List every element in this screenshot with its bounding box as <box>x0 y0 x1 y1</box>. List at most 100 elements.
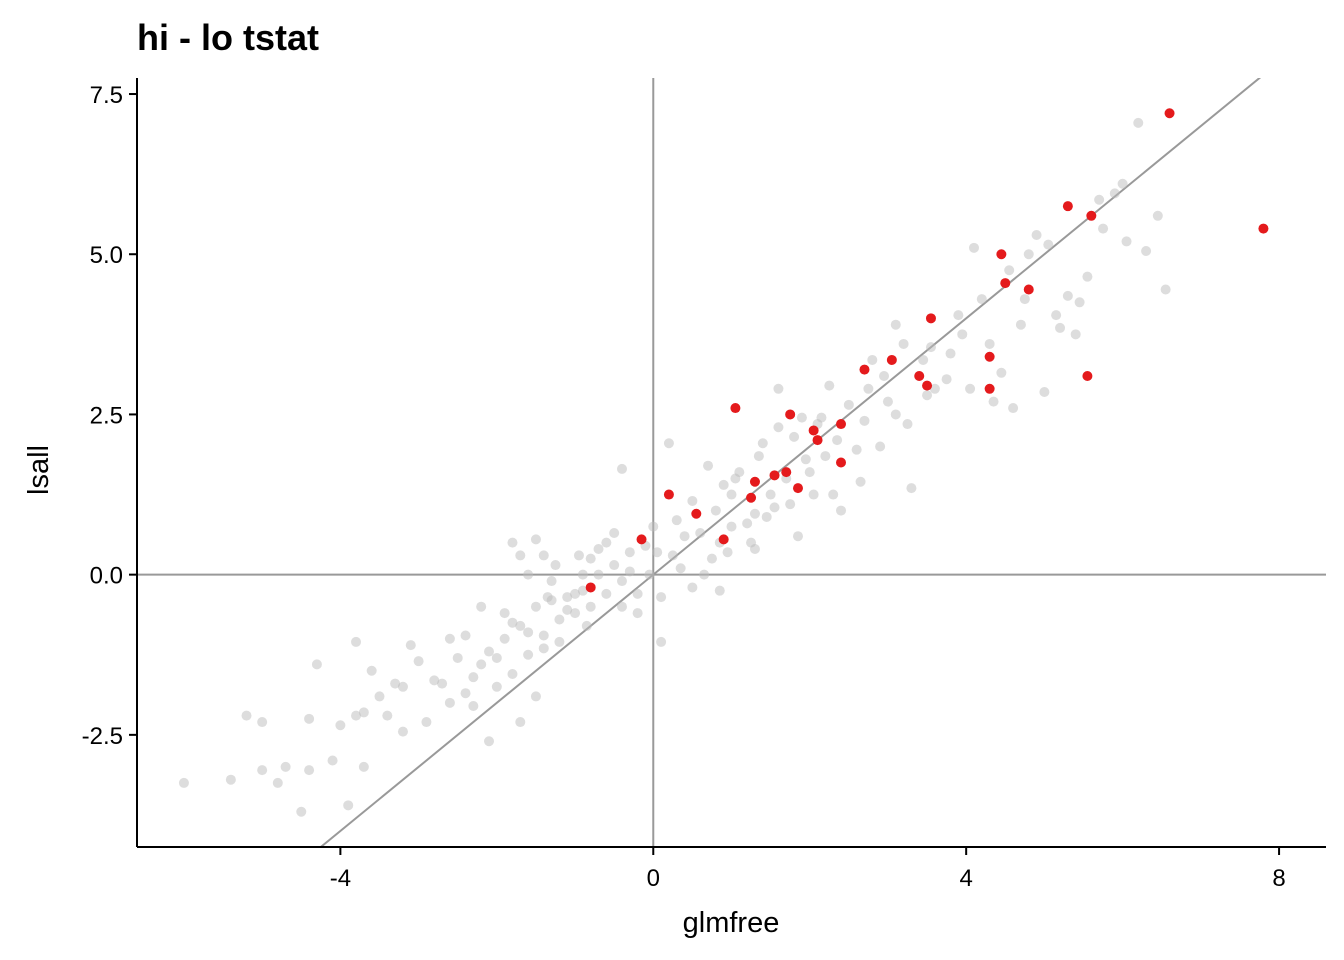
data-point-gray <box>530 601 541 612</box>
data-point-gray <box>476 601 487 612</box>
data-point-red <box>925 313 936 324</box>
y-tick-label: 2.5 <box>90 402 123 429</box>
y-tick-label: 0.0 <box>90 563 123 590</box>
data-point-gray <box>562 604 573 615</box>
data-point-gray <box>358 707 369 718</box>
points-red-series <box>585 108 1269 593</box>
data-point-gray <box>703 460 714 471</box>
data-point-gray <box>753 451 764 462</box>
data-point-gray <box>648 521 659 532</box>
data-point-gray <box>491 652 502 663</box>
data-point-gray <box>706 553 717 564</box>
data-point-gray <box>593 569 604 580</box>
data-point-red <box>812 435 823 446</box>
data-point-gray <box>397 726 408 737</box>
data-point-gray <box>718 479 729 490</box>
data-point-gray <box>968 242 979 253</box>
data-point-gray <box>581 620 592 631</box>
data-point-gray <box>554 614 565 625</box>
data-point-gray <box>925 342 936 353</box>
data-point-gray <box>405 640 416 651</box>
data-point-gray <box>976 294 987 305</box>
data-point-gray <box>652 547 663 558</box>
data-point-gray <box>726 521 737 532</box>
data-point-gray <box>507 668 518 679</box>
data-point-gray <box>382 710 393 721</box>
data-point-gray <box>988 396 999 407</box>
data-point-gray <box>523 649 534 660</box>
data-point-red <box>792 483 803 494</box>
data-point-gray <box>437 678 448 689</box>
data-point-gray <box>792 531 803 542</box>
data-point-gray <box>824 380 835 391</box>
data-point-gray <box>1074 297 1085 308</box>
data-point-gray <box>1141 246 1152 257</box>
data-point-gray <box>585 553 596 564</box>
data-point-red <box>781 467 792 478</box>
data-point-gray <box>863 383 874 394</box>
data-point-gray <box>761 511 772 522</box>
data-point-gray <box>335 720 346 731</box>
data-point-gray <box>710 505 721 516</box>
data-point-gray <box>444 697 455 708</box>
data-point-gray <box>538 630 549 641</box>
data-point-gray <box>523 569 534 580</box>
data-point-red <box>836 457 847 468</box>
data-point-gray <box>507 617 518 628</box>
data-point-gray <box>178 777 189 788</box>
data-point-gray <box>769 502 780 513</box>
data-point-gray <box>468 701 479 712</box>
data-point-gray <box>929 383 940 394</box>
data-point-gray <box>601 537 612 548</box>
data-point-gray <box>1031 230 1042 241</box>
data-point-gray <box>225 774 236 785</box>
data-point-red <box>1164 108 1175 119</box>
y-tick-label: 5.0 <box>90 242 123 269</box>
data-point-gray <box>550 560 561 571</box>
data-point-gray <box>374 691 385 702</box>
data-point-gray <box>616 601 627 612</box>
data-point-gray <box>804 467 815 478</box>
data-point-gray <box>327 755 338 766</box>
data-point-gray <box>530 691 541 702</box>
data-point-gray <box>632 588 643 599</box>
data-point-gray <box>421 717 432 728</box>
data-point-red <box>808 425 819 436</box>
data-point-gray <box>296 806 307 817</box>
data-point-gray <box>734 467 745 478</box>
data-point-gray <box>965 383 976 394</box>
data-point-gray <box>1023 249 1034 260</box>
data-point-gray <box>945 348 956 359</box>
data-point-gray <box>609 560 620 571</box>
data-point-gray <box>304 713 315 724</box>
data-point-gray <box>351 636 362 647</box>
data-point-gray <box>616 576 627 587</box>
data-point-red <box>663 489 674 500</box>
data-point-gray <box>957 329 968 340</box>
data-point-gray <box>554 636 565 647</box>
data-point-gray <box>1082 271 1093 282</box>
y-axis-label: lsall <box>23 445 55 495</box>
data-point-red <box>914 370 925 381</box>
points-gray-series <box>178 117 1171 817</box>
data-point-gray <box>773 383 784 394</box>
data-point-red <box>769 470 780 481</box>
data-point-gray <box>257 765 268 776</box>
x-tick-label: 8 <box>1272 865 1285 892</box>
data-point-gray <box>530 534 541 545</box>
data-point-gray <box>311 659 322 670</box>
data-point-gray <box>749 508 760 519</box>
data-point-gray <box>918 354 929 365</box>
data-point-gray <box>577 585 588 596</box>
data-point-gray <box>1008 403 1019 414</box>
data-point-gray <box>499 633 510 644</box>
data-point-red <box>1023 284 1034 295</box>
data-point-gray <box>663 438 674 449</box>
data-point-gray <box>542 592 553 603</box>
data-point-gray <box>476 659 487 670</box>
data-point-gray <box>390 678 401 689</box>
data-point-red <box>1086 210 1097 221</box>
data-point-gray <box>1043 239 1054 250</box>
reference-lines <box>137 78 1326 847</box>
data-point-gray <box>304 765 315 776</box>
